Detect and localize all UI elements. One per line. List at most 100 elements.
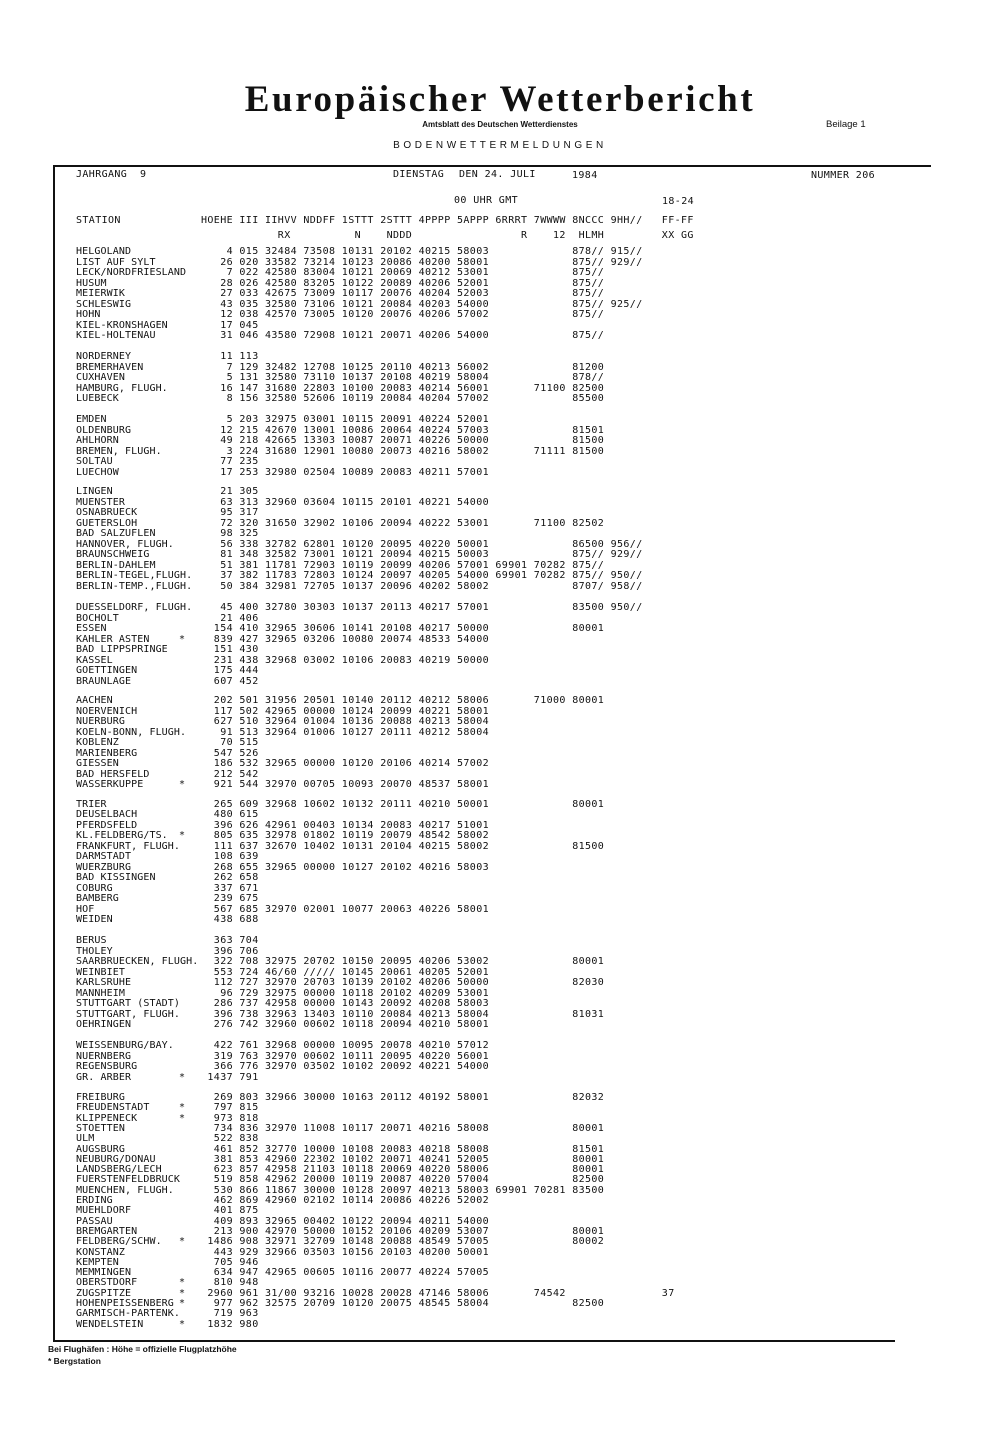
cell-2sttt: 20101 bbox=[380, 496, 413, 508]
station-name: LUECHOW bbox=[76, 466, 119, 478]
station-name: MANNHEIM bbox=[76, 987, 125, 999]
cell-iii: 131 bbox=[239, 372, 259, 383]
cell-iii: 542 bbox=[239, 768, 259, 780]
cell-2sttt: 20074 bbox=[380, 633, 413, 645]
cell-iihvv: 32580 bbox=[265, 298, 298, 310]
cell-1sttt: 10089 bbox=[341, 466, 374, 478]
cell-2sttt: 20089 bbox=[380, 277, 413, 289]
cell-4pppp: 40206 bbox=[418, 330, 451, 341]
cell-nddff: 03206 bbox=[303, 633, 336, 645]
cell-2sttt: 20079 bbox=[380, 830, 413, 842]
cell-4pppp: 40206 bbox=[418, 977, 451, 988]
cell-iihvv: 32966 bbox=[265, 1246, 298, 1258]
cell-1sttt: 10148 bbox=[341, 1236, 374, 1248]
cell-4pppp: 40213 bbox=[418, 1184, 451, 1196]
cell-nddff: 03002 bbox=[303, 654, 336, 666]
cell-nddff: 50000 bbox=[303, 1225, 336, 1237]
station-name: MUENCHEN, FLUGH. bbox=[76, 1184, 174, 1196]
cell-1sttt: 10114 bbox=[341, 1195, 374, 1206]
cell-iii: 113 bbox=[239, 351, 259, 362]
cell-iii: 929 bbox=[239, 1246, 259, 1258]
station-name: OLDENBURG bbox=[76, 424, 132, 436]
cell-4pppp: 40222 bbox=[418, 517, 451, 529]
cell-4pppp: 40213 bbox=[418, 716, 451, 727]
cell-8nccc: 878// bbox=[572, 372, 605, 383]
cell-1sttt: 10120 bbox=[341, 538, 374, 550]
cell-2sttt: 20069 bbox=[380, 267, 413, 278]
column-header: 6RRRT bbox=[495, 215, 528, 226]
station-name: AHLHORN bbox=[76, 435, 119, 446]
cell-iii: 626 bbox=[239, 819, 259, 831]
cell-iii: 615 bbox=[239, 809, 259, 821]
station-name: STUTTGART (STADT) bbox=[76, 998, 181, 1009]
station-altitude: 2960 bbox=[207, 1287, 233, 1299]
cell-1sttt: 10124 bbox=[341, 705, 374, 717]
station-altitude: 623 bbox=[213, 1164, 233, 1176]
cell-2sttt: 20083 bbox=[380, 382, 413, 394]
cell-1sttt: 10140 bbox=[341, 695, 374, 706]
cell-iii: 637 bbox=[239, 840, 259, 852]
cell-iii: 035 bbox=[239, 298, 259, 310]
cell-4pppp: 48545 bbox=[418, 1298, 451, 1309]
station-name: LINGEN bbox=[76, 486, 113, 497]
cell-iihvv: 43580 bbox=[265, 330, 298, 341]
cell-nddff: 83004 bbox=[303, 267, 336, 278]
column-header: HOEHE bbox=[201, 215, 234, 226]
station-altitude: 50 bbox=[220, 580, 233, 592]
station-altitude: 37 bbox=[220, 570, 233, 581]
cell-5appp: 57001 bbox=[457, 602, 490, 613]
cell-4pppp: 40210 bbox=[418, 1019, 451, 1030]
cell-5appp: 58001 bbox=[457, 705, 490, 717]
section-title: BODENWETTERMELDUNGEN bbox=[393, 140, 607, 151]
cell-iihvv: 32582 bbox=[265, 549, 298, 560]
station-name: SOLTAU bbox=[76, 456, 113, 467]
station-altitude: 286 bbox=[213, 998, 233, 1009]
cell-nddff: 13001 bbox=[303, 424, 336, 436]
station-name: NUERNBERG bbox=[76, 1050, 132, 1062]
footnote-mountain-station: * Bergstation bbox=[48, 1356, 101, 1366]
cell-nddff: 10000 bbox=[303, 1143, 336, 1155]
cell-iihvv: 11781 bbox=[265, 559, 298, 571]
station-altitude: 553 bbox=[213, 966, 233, 978]
cell-4pppp: 40212 bbox=[418, 726, 451, 738]
cell-nddff: 00000 bbox=[303, 758, 336, 769]
station-name: HELGOLAND bbox=[76, 246, 132, 257]
cell-8nccc: 81500 bbox=[572, 435, 605, 446]
station-altitude: 5 bbox=[226, 414, 233, 425]
cell-nddff: 12901 bbox=[303, 445, 336, 457]
cell-iii: 675 bbox=[239, 893, 259, 905]
cell-2sttt: 20083 bbox=[380, 819, 413, 831]
cell-2sttt: 20092 bbox=[380, 998, 413, 1009]
cell-iihvv: 42960 bbox=[265, 1153, 298, 1165]
cell-4pppp: 40226 bbox=[418, 903, 451, 915]
station-altitude: 262 bbox=[213, 872, 233, 884]
cell-iii: 724 bbox=[239, 966, 259, 978]
cell-iii: 515 bbox=[239, 737, 259, 748]
cell-2sttt: 20106 bbox=[380, 1225, 413, 1237]
station-altitude: 72 bbox=[220, 517, 233, 529]
cell-5appp: 54000 bbox=[457, 330, 490, 341]
station-altitude: 98 bbox=[220, 528, 233, 539]
cell-iihvv: 31680 bbox=[265, 382, 298, 394]
cell-4pppp: 40210 bbox=[418, 799, 451, 810]
station-altitude: 269 bbox=[213, 1092, 233, 1103]
cell-8nccc: 80001 bbox=[572, 1225, 605, 1237]
cell-iihvv: 32484 bbox=[265, 246, 298, 257]
cell-5appp: 50000 bbox=[457, 654, 490, 666]
cell-4pppp: 40220 bbox=[418, 538, 451, 550]
station-name: STUTTGART, FLUGH. bbox=[76, 1008, 181, 1020]
column-header: 2STTT bbox=[380, 215, 413, 226]
cell-5appp: 58006 bbox=[457, 1164, 490, 1176]
cell-nddff: 72903 bbox=[303, 559, 336, 571]
cell-iii: 963 bbox=[239, 1308, 259, 1320]
station-altitude: 366 bbox=[213, 1061, 233, 1072]
cell-4pppp: 48533 bbox=[418, 633, 451, 645]
cell-5appp: 57003 bbox=[457, 424, 490, 436]
column-subheader: N bbox=[354, 230, 361, 241]
station-altitude: 396 bbox=[213, 945, 233, 957]
station-altitude: 805 bbox=[213, 830, 233, 842]
cell-4pppp: 40226 bbox=[418, 1195, 451, 1206]
cell-nddff: 32902 bbox=[303, 517, 336, 529]
cell-iii: 406 bbox=[239, 612, 259, 624]
cell-iii: 742 bbox=[239, 1019, 259, 1030]
